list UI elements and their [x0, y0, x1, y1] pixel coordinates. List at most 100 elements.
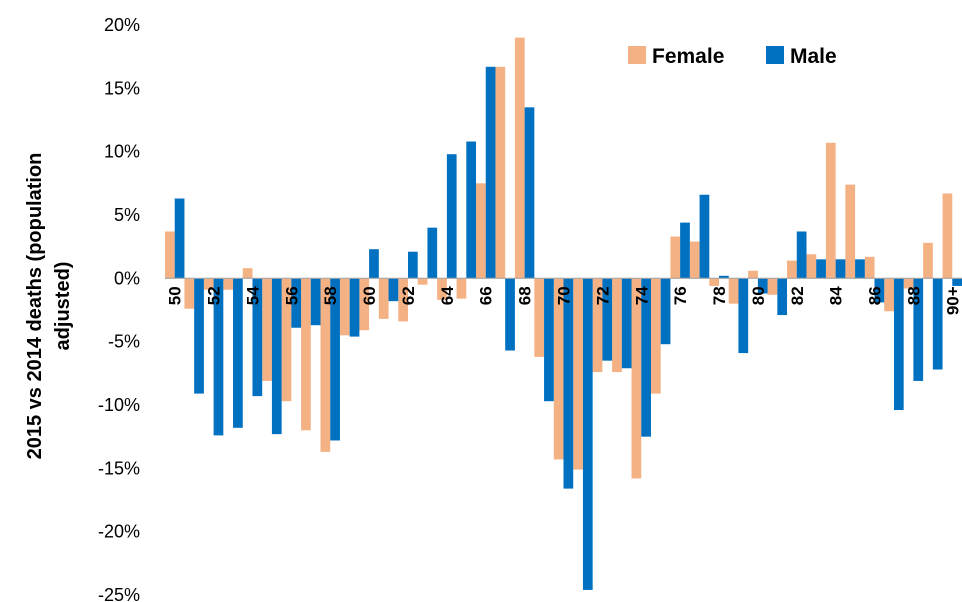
x-tick-label: 56 [282, 286, 301, 305]
bar-male [271, 278, 282, 435]
x-tick-label: 78 [710, 286, 729, 305]
bar-male [952, 278, 962, 286]
bar-female [864, 256, 875, 279]
bar-male [427, 227, 438, 279]
bar-male [233, 278, 243, 428]
bar-male [505, 278, 515, 351]
bar-male [213, 278, 224, 436]
x-tick-label: 50 [166, 286, 185, 305]
bar-male [660, 278, 671, 345]
x-tick-label: 64 [438, 286, 457, 305]
y-tick-label: -10% [98, 395, 140, 415]
bar-female [650, 278, 661, 394]
bar-male [816, 259, 826, 279]
bar-male [699, 194, 710, 279]
x-axis-ticks: 50 52 54 56 58 60 62 64 66 68 70 72 74 76 78 80 82 84 86 88… [166, 286, 962, 315]
bar-male [563, 278, 574, 489]
bar-male [757, 278, 768, 294]
legend-label-male: Male [790, 45, 837, 68]
bar-male [446, 154, 457, 279]
bar-male [466, 141, 477, 279]
bar-female [262, 278, 272, 381]
bar-female [787, 260, 797, 279]
bar-female [281, 278, 292, 402]
x-tick-label: 88 [904, 286, 923, 305]
bar-female [184, 278, 195, 309]
y-tick-label: -15% [98, 458, 140, 478]
y-tick-label: 5% [114, 205, 140, 225]
bar-male [252, 278, 263, 397]
bar-male [485, 66, 496, 279]
bar-female [320, 278, 331, 452]
bar-male [796, 231, 807, 279]
bar-male [913, 278, 924, 381]
bars [165, 37, 962, 590]
y-axis-label-line-2: adjusted) [52, 262, 74, 351]
bar-male [874, 278, 885, 303]
y-tick-label: 20% [104, 15, 140, 35]
x-tick-label: 86 [866, 286, 885, 305]
bar-male [388, 278, 399, 302]
x-tick-label: 84 [827, 286, 846, 305]
bar-female [359, 278, 370, 331]
bar-male [602, 278, 613, 361]
bar-female [495, 66, 506, 279]
bar-male [738, 278, 749, 354]
bar-female [689, 241, 700, 279]
bar-female [378, 278, 389, 319]
bar-female [845, 184, 856, 279]
x-tick-label: 58 [321, 286, 340, 305]
x-tick-label: 74 [632, 286, 651, 305]
bar-female [806, 254, 817, 279]
bar-female [728, 278, 739, 304]
bar-female [709, 278, 720, 286]
x-tick-label: 82 [788, 286, 807, 305]
y-tick-label: -25% [98, 585, 140, 602]
x-tick-label: 80 [749, 286, 768, 305]
bar-male [194, 278, 204, 394]
bar-male [719, 275, 729, 279]
bar-male [291, 278, 302, 328]
bar-male [330, 278, 340, 441]
bar-female [398, 278, 408, 322]
bar-male [407, 251, 418, 279]
bar-male [349, 278, 360, 337]
bar-female [203, 278, 214, 290]
y-tick-label: 15% [104, 78, 140, 98]
bar-male [310, 278, 321, 326]
bar-male [621, 278, 632, 369]
x-tick-label: 76 [671, 286, 690, 305]
bar-male [932, 278, 943, 370]
bar-female [456, 278, 467, 299]
bar-female [631, 278, 642, 479]
bar-female [612, 278, 622, 373]
x-tick-label: 68 [516, 286, 535, 305]
bar-female [417, 278, 428, 285]
bar-female [223, 278, 234, 290]
bar-male [524, 107, 535, 279]
y-tick-label: -20% [98, 522, 140, 542]
bar-female [165, 231, 175, 279]
x-tick-label: 70 [555, 286, 574, 305]
bar-female [670, 236, 681, 279]
bar-female [825, 142, 836, 279]
x-tick-label: 52 [205, 286, 224, 305]
legend-swatch-male [766, 46, 784, 64]
bar-male [641, 278, 651, 437]
y-axis-ticks: 20% 15% 10% 5% 0% -5% -10% -15% -20% -25% [98, 15, 140, 602]
y-axis-label: 2015 vs 2014 deaths (population adjusted… [24, 153, 74, 460]
y-axis-label-line-1: 2015 vs 2014 deaths (population [24, 153, 46, 460]
x-tick-label: 54 [243, 286, 262, 305]
bar-female [573, 278, 583, 470]
bar-female [884, 278, 894, 312]
y-tick-label: 10% [104, 142, 140, 162]
bar-female [437, 278, 447, 300]
bar-male [369, 249, 379, 279]
bar-female [923, 242, 933, 279]
x-tick-label: 72 [593, 286, 612, 305]
bar-male [777, 278, 788, 316]
bar-male [835, 259, 846, 279]
y-tick-label: -5% [108, 332, 140, 352]
bar-female [514, 37, 525, 279]
